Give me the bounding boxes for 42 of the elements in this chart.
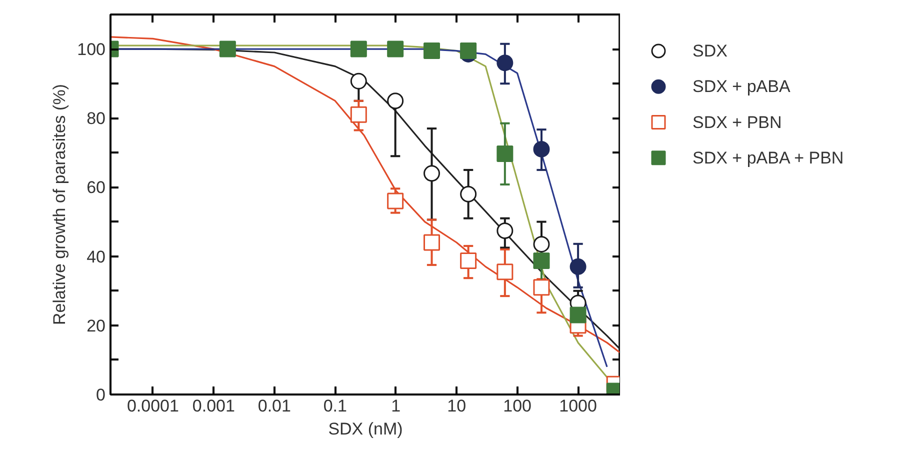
legend-label: SDX + pABA	[692, 77, 791, 96]
x-tick-label: 0.0001	[126, 396, 179, 416]
y-tick-label: 40	[86, 247, 106, 266]
point	[350, 72, 367, 90]
point	[460, 252, 477, 270]
y-tick-label: 20	[86, 316, 106, 336]
point	[570, 306, 586, 324]
y-tick-label: 0	[96, 386, 106, 404]
point	[533, 140, 550, 158]
point	[533, 252, 550, 270]
point	[460, 42, 477, 60]
point	[350, 106, 367, 123]
legend-label: SDX + PBN	[692, 112, 782, 132]
point	[424, 165, 440, 182]
x-tick-label: 1000	[559, 396, 597, 416]
point	[424, 234, 440, 251]
y-axis-title: Relative growth of parasites (%)	[50, 84, 70, 325]
point	[460, 186, 477, 202]
point	[496, 145, 514, 162]
point	[533, 236, 550, 252]
point	[387, 40, 404, 58]
point	[387, 92, 404, 110]
point	[496, 54, 514, 72]
x-tick-label: 100	[503, 396, 532, 416]
x-tick-label: 0.01	[258, 396, 291, 416]
legend-label: SDX	[692, 41, 728, 60]
point	[496, 222, 514, 239]
x-axis-title: SDX (nM)	[328, 420, 403, 438]
legend-label: SDX + pABA + PBN	[692, 148, 844, 168]
point	[533, 279, 550, 296]
point	[387, 192, 404, 210]
x-tick-label: 1	[391, 396, 401, 416]
point	[424, 42, 440, 60]
point	[350, 40, 367, 58]
x-tick-label: 0.1	[323, 396, 347, 416]
y-tick-label: 80	[86, 109, 106, 128]
point	[496, 264, 514, 280]
x-tick-label: 10	[447, 396, 466, 416]
point	[570, 258, 586, 275]
y-tick-label: 60	[86, 178, 106, 198]
x-tick-label: 0.001	[192, 396, 235, 416]
y-tick-label: 100	[77, 40, 106, 60]
